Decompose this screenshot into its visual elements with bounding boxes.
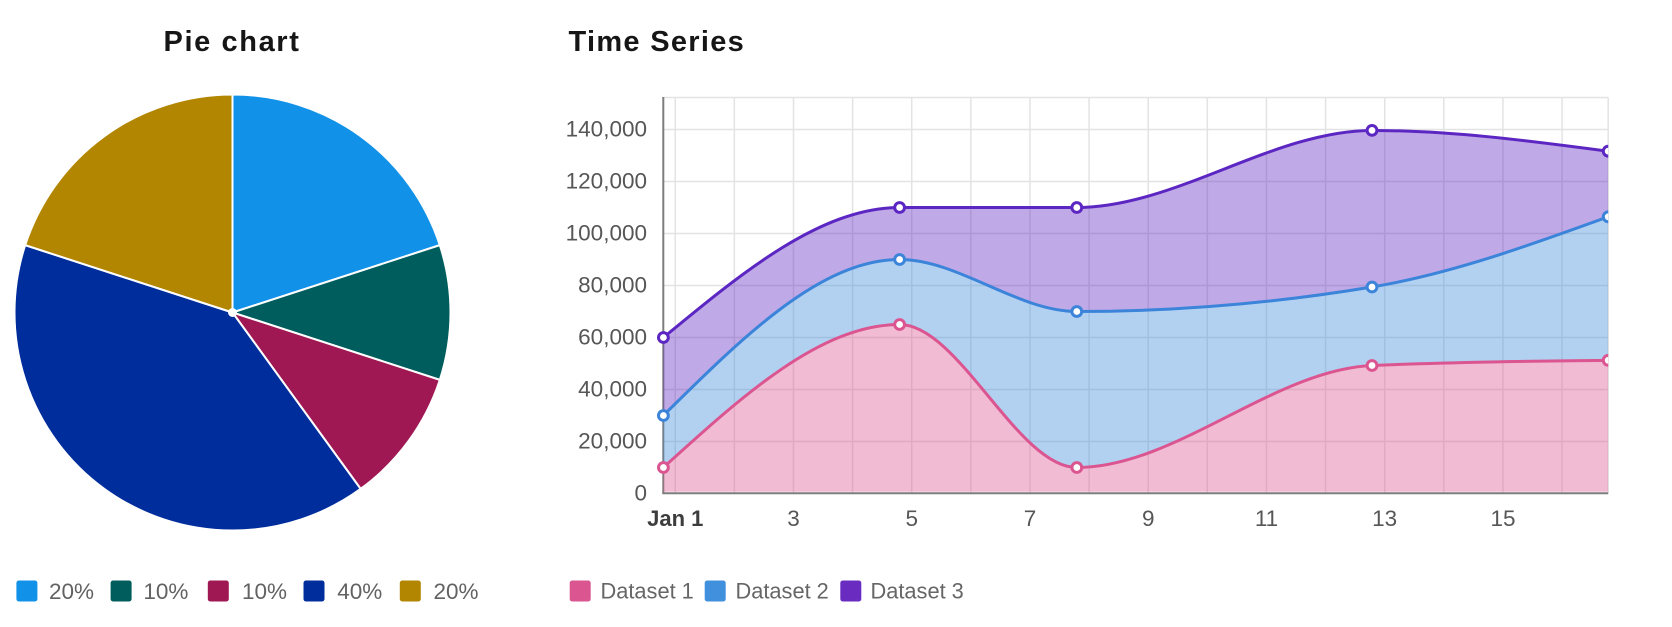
svg-text:15: 15 <box>1490 506 1515 531</box>
svg-text:5: 5 <box>905 506 918 531</box>
svg-text:10%: 10% <box>143 579 188 604</box>
svg-text:10%: 10% <box>242 579 287 604</box>
svg-text:100,000: 100,000 <box>566 221 647 246</box>
svg-text:120,000: 120,000 <box>566 169 647 194</box>
svg-text:11: 11 <box>1255 506 1278 531</box>
svg-text:Dataset 1: Dataset 1 <box>601 579 694 604</box>
svg-text:20,000: 20,000 <box>578 429 647 454</box>
svg-text:Time Series: Time Series <box>569 26 746 58</box>
svg-text:7: 7 <box>1024 506 1037 531</box>
svg-text:Pie chart: Pie chart <box>164 26 301 58</box>
svg-text:Jan 1: Jan 1 <box>647 506 703 531</box>
svg-text:80,000: 80,000 <box>578 273 647 298</box>
svg-text:3: 3 <box>787 506 800 531</box>
svg-text:Dataset 2: Dataset 2 <box>736 579 829 604</box>
svg-text:40%: 40% <box>337 579 382 604</box>
svg-text:40,000: 40,000 <box>578 377 647 402</box>
svg-text:0: 0 <box>634 481 647 506</box>
svg-text:13: 13 <box>1372 506 1397 531</box>
svg-text:140,000: 140,000 <box>566 117 647 142</box>
svg-text:9: 9 <box>1142 506 1155 531</box>
svg-text:20%: 20% <box>434 579 479 604</box>
svg-text:Dataset 3: Dataset 3 <box>871 579 964 604</box>
svg-text:20%: 20% <box>49 579 94 604</box>
svg-text:60,000: 60,000 <box>578 325 647 350</box>
